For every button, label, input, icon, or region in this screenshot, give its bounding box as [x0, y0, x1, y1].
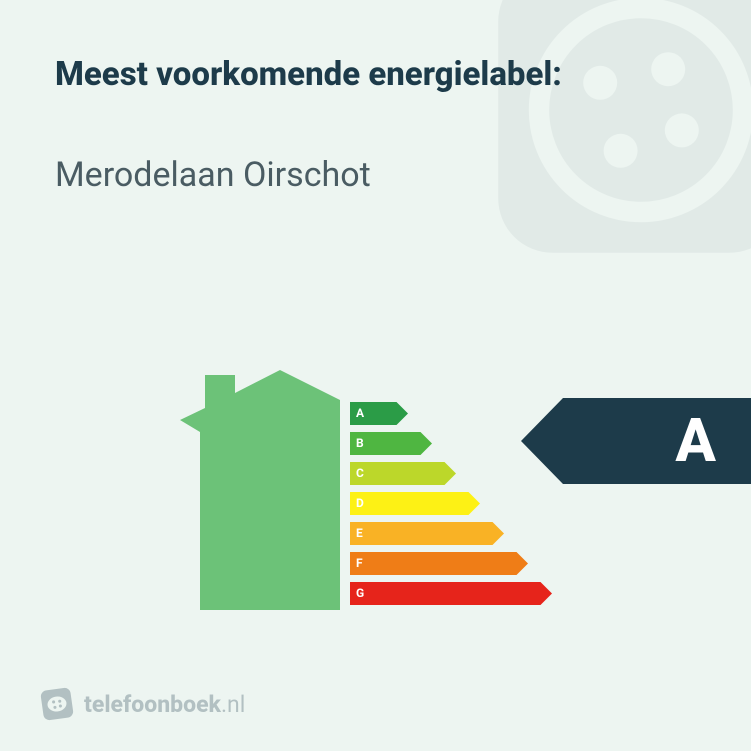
- house-icon: [180, 370, 340, 620]
- bar-letter: C: [356, 462, 364, 485]
- page-title: Meest voorkomende energielabel:: [55, 55, 696, 95]
- location-subtitle: Merodelaan Oirschot: [55, 155, 696, 195]
- rating-letter: A: [675, 398, 716, 484]
- bar-letter: E: [356, 522, 363, 545]
- brand-text: telefoonboek.nl: [84, 691, 245, 718]
- bar-letter: D: [356, 492, 364, 515]
- rating-badge: A: [521, 398, 751, 484]
- bar-letter: G: [356, 582, 364, 605]
- brand-icon: [40, 687, 74, 721]
- bar-letter: B: [356, 432, 364, 455]
- footer-brand: telefoonboek.nl: [40, 687, 245, 721]
- bar-letter: F: [356, 552, 363, 575]
- bar-letter: A: [356, 402, 364, 425]
